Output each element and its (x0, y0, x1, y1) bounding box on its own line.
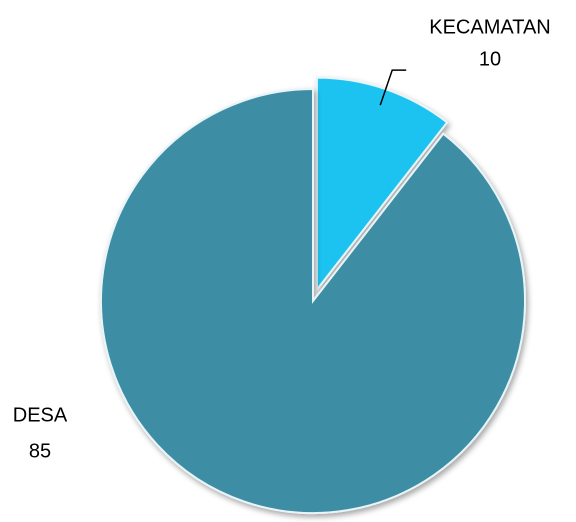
pie-slice (100, 87, 526, 514)
slice-value: 10 (479, 48, 501, 70)
slice-value: 85 (29, 440, 51, 462)
slice-label: DESA (13, 404, 68, 426)
slice-label: KECAMATAN (429, 16, 551, 38)
leader-line (379, 69, 407, 106)
